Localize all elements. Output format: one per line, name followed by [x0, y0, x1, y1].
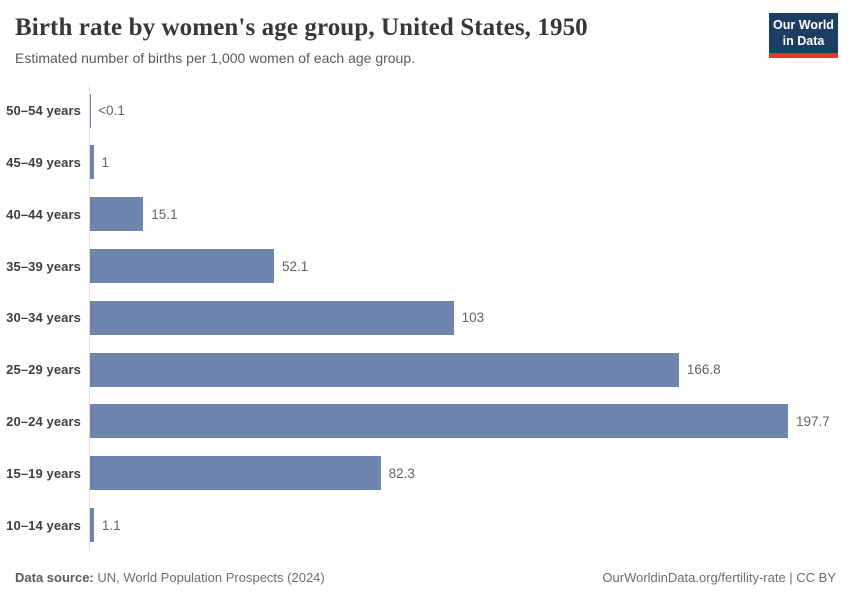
bar-track: 82.3: [89, 447, 850, 500]
value-label: 166.8: [686, 362, 721, 378]
chart-row: 30–34 years 103: [0, 291, 850, 344]
bar[interactable]: [90, 352, 679, 387]
category-label: 25–29 years: [6, 362, 81, 378]
bar[interactable]: [90, 249, 274, 284]
value-label: 1.1: [101, 517, 121, 533]
value-label: 103: [461, 310, 485, 326]
bar[interactable]: [90, 404, 788, 439]
chart-row: 35–39 years 52.1: [0, 240, 850, 292]
chart-footer: Data source: UN, World Population Prospe…: [15, 570, 836, 585]
bar-track: 1: [89, 136, 850, 189]
chart-header: Birth rate by women's age group, United …: [0, 0, 850, 66]
chart-row: 20–24 years 197.7: [0, 395, 850, 448]
bar[interactable]: [90, 197, 144, 232]
bar-track: 1.1: [89, 499, 850, 551]
chart-subtitle: Estimated number of births per 1,000 wom…: [15, 49, 416, 66]
bar[interactable]: [90, 508, 94, 543]
category-label: 20–24 years: [6, 413, 81, 429]
chart-row: 50–54 years <0.1: [0, 84, 850, 137]
bar[interactable]: [90, 145, 94, 180]
bar-track: 103: [89, 291, 850, 344]
chart-row: 25–29 years 166.8: [0, 343, 850, 396]
category-label: 30–34 years: [6, 310, 81, 326]
bar-track: 197.7: [89, 395, 850, 448]
chart-row: 45–49 years 1: [0, 136, 850, 189]
value-label: 197.7: [796, 413, 830, 429]
value-label: 52.1: [281, 258, 309, 274]
chart-row: 40–44 years 15.1: [0, 188, 850, 241]
bar-chart: 50–54 years <0.1 45–49 years 1 40–44 yea…: [0, 84, 850, 551]
value-label: 15.1: [151, 206, 178, 222]
category-label: 35–39 years: [6, 258, 81, 274]
bar-track: 166.8: [89, 343, 850, 396]
category-label: 45–49 years: [6, 154, 81, 170]
value-label: 1: [101, 154, 110, 170]
data-source-text: UN, World Population Prospects (2024): [93, 570, 325, 585]
bar-track: 52.1: [89, 240, 850, 292]
bar[interactable]: [90, 456, 381, 491]
category-label: 50–54 years: [6, 103, 81, 119]
owid-logo: Our World in Data: [769, 13, 838, 59]
owid-logo-line1: Our World: [773, 18, 834, 32]
chart-row: 15–19 years 82.3: [0, 447, 850, 500]
value-label: <0.1: [98, 103, 125, 119]
value-label: 82.3: [388, 465, 415, 481]
category-label: 10–14 years: [6, 517, 81, 533]
data-source-note: Data source: UN, World Population Prospe…: [15, 570, 325, 585]
category-label: 15–19 years: [6, 465, 81, 481]
bar[interactable]: [90, 300, 454, 335]
bar-track: 15.1: [89, 188, 850, 241]
chart-row: 10–14 years 1.1: [0, 499, 850, 551]
license-note: OurWorldinData.org/fertility-rate | CC B…: [602, 570, 836, 585]
owid-logo-line2: in Data: [782, 33, 825, 48]
bar-track: <0.1: [89, 84, 850, 137]
data-source-label: Data source:: [15, 570, 94, 585]
chart-title: Birth rate by women's age group, United …: [15, 14, 588, 41]
category-label: 40–44 years: [6, 206, 81, 222]
